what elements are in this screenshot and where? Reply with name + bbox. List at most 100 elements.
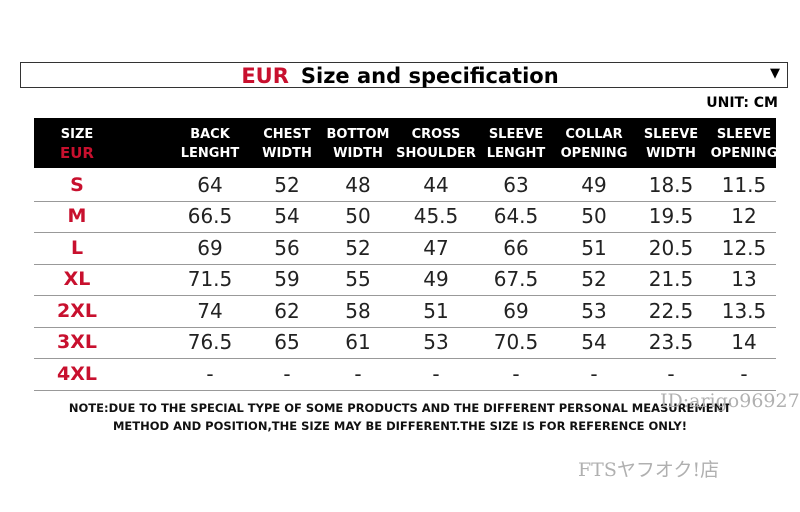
cell: 61 xyxy=(345,330,371,355)
cell: 20.5 xyxy=(648,235,694,260)
cell: 49 xyxy=(581,172,607,197)
unit: UNIT: CM xyxy=(706,95,778,111)
column-header: SLEEVE xyxy=(716,127,772,142)
cell: 66.5 xyxy=(187,204,233,229)
cell: - xyxy=(283,361,291,386)
cell: 23.5 xyxy=(648,330,694,355)
cell: 50 xyxy=(581,204,607,229)
size-label: XL xyxy=(63,268,91,291)
row-separator xyxy=(34,389,776,391)
cell: 66 xyxy=(503,235,529,260)
title-text: Size and specification xyxy=(300,64,559,88)
cell: - xyxy=(667,361,675,386)
cell: 52 xyxy=(274,172,300,197)
cell: 67.5 xyxy=(493,267,539,292)
size-label: M xyxy=(67,205,87,228)
cell: - xyxy=(354,361,362,386)
column-header: CROSS xyxy=(411,127,461,142)
cell: 51 xyxy=(581,235,607,260)
column-header: WIDTH xyxy=(333,146,383,161)
cell: 64.5 xyxy=(493,204,539,229)
cell: 18.5 xyxy=(648,172,694,197)
cell: 44 xyxy=(423,172,449,197)
cell: 48 xyxy=(345,172,371,197)
column-header: BOTTOM xyxy=(326,127,390,142)
column-header: EUR xyxy=(60,144,94,162)
cell: 47 xyxy=(423,235,449,260)
column-header: OPENING xyxy=(710,146,778,161)
cell: 13.5 xyxy=(721,298,767,323)
cell: 74 xyxy=(197,298,223,323)
cell: 54 xyxy=(274,204,300,229)
size-label: L xyxy=(70,236,84,259)
cell: 71.5 xyxy=(187,267,233,292)
column-header: WIDTH xyxy=(646,146,696,161)
cell: - xyxy=(432,361,440,386)
cell: 63 xyxy=(503,172,529,197)
cell: 22.5 xyxy=(648,298,694,323)
cell: 45.5 xyxy=(413,204,459,229)
cell: 55 xyxy=(345,267,371,292)
cell: 49 xyxy=(423,267,449,292)
cell: 56 xyxy=(274,235,300,260)
cell: 21.5 xyxy=(648,267,694,292)
cell: 69 xyxy=(503,298,529,323)
cell: 51 xyxy=(423,298,449,323)
row-separator xyxy=(34,326,776,328)
title-prefix: EUR xyxy=(241,64,289,88)
cell: - xyxy=(590,361,598,386)
cell: 64 xyxy=(197,172,223,197)
column-header: LENGHT xyxy=(486,146,546,161)
note-line: METHOD AND POSITION,THE SIZE MAY BE DIFF… xyxy=(112,419,688,433)
title: EUR Size and specification xyxy=(0,63,800,89)
column-header: SHOULDER xyxy=(396,146,476,161)
cell: 65 xyxy=(274,330,300,355)
cell: 62 xyxy=(274,298,300,323)
column-header: WIDTH xyxy=(262,146,312,161)
table-header xyxy=(34,118,776,168)
cell: 12.5 xyxy=(721,235,767,260)
column-header: CHEST xyxy=(263,127,311,142)
cell: 59 xyxy=(274,267,300,292)
cell: 52 xyxy=(345,235,371,260)
column-header: OPENING xyxy=(560,146,628,161)
row-separator xyxy=(34,263,776,265)
cell: 13 xyxy=(731,267,757,292)
cell: 19.5 xyxy=(648,204,694,229)
cell: 76.5 xyxy=(187,330,233,355)
row-separator xyxy=(34,232,776,233)
cell: 53 xyxy=(423,330,449,355)
cell: - xyxy=(206,361,214,386)
size-label: S xyxy=(70,173,84,196)
size-label: 4XL xyxy=(57,362,97,385)
title-box xyxy=(20,62,788,88)
column-header: SLEEVE xyxy=(488,127,544,142)
row-separator xyxy=(34,295,776,296)
size-label: 3XL xyxy=(57,331,97,354)
cell: - xyxy=(740,361,748,386)
cell: 69 xyxy=(197,235,223,260)
cell: 54 xyxy=(581,330,607,355)
cell: 52 xyxy=(581,267,607,292)
column-header: LENGHT xyxy=(180,146,240,161)
cell: 12 xyxy=(731,204,757,229)
column-header: SLEEVE xyxy=(643,127,699,142)
cell: 70.5 xyxy=(493,330,539,355)
column-header: BACK xyxy=(190,127,230,142)
cell: 50 xyxy=(345,204,371,229)
column-header: SIZE xyxy=(60,127,94,142)
cell: - xyxy=(512,361,520,386)
row-separator xyxy=(34,200,776,202)
dropdown[interactable]: ▼ xyxy=(770,66,780,81)
column-header: COLLAR xyxy=(565,127,623,142)
cell: 11.5 xyxy=(721,172,767,197)
cell: 53 xyxy=(581,298,607,323)
row-separator xyxy=(34,358,776,359)
watermark: FTSヤフオク!店 xyxy=(578,459,720,481)
watermark: ID:arigo96927 xyxy=(660,390,800,412)
size-label: 2XL xyxy=(57,299,97,322)
note-line: NOTE:DUE TO THE SPECIAL TYPE OF SOME PRO… xyxy=(68,401,732,415)
cell: 58 xyxy=(345,298,371,323)
cell: 14 xyxy=(731,330,757,355)
